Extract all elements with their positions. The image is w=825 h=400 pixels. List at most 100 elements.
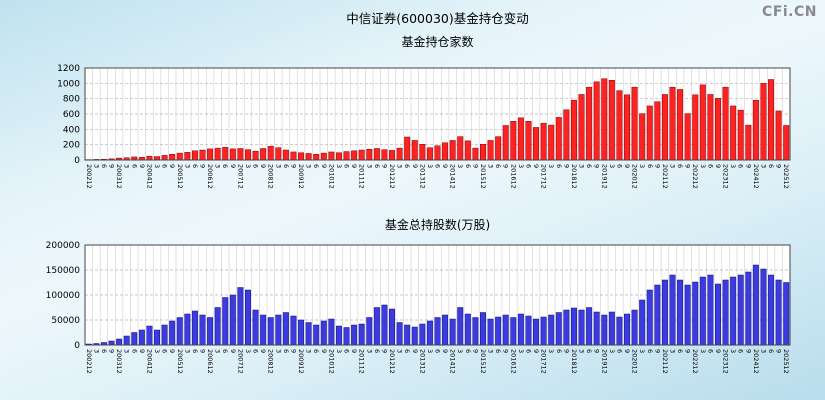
x-tick-label: 6 — [252, 349, 260, 353]
bar — [313, 324, 320, 346]
x-tick-label: 202512 — [782, 349, 790, 374]
x-tick-label: 9 — [623, 164, 631, 168]
x-tick-label: 6 — [434, 164, 442, 168]
x-tick-label: 201412 — [449, 349, 457, 374]
x-tick-label: 3 — [669, 164, 677, 168]
x-tick-label: 9 — [350, 349, 358, 353]
x-tick-label: 3 — [123, 164, 131, 168]
bar — [495, 316, 502, 346]
x-tick-label: 9 — [138, 164, 146, 168]
bar — [404, 324, 411, 346]
bar — [396, 322, 403, 346]
x-tick-label: 3 — [305, 164, 313, 168]
bar — [260, 148, 267, 161]
bar — [199, 149, 206, 161]
y-tick-label: 0 — [74, 156, 80, 166]
bar — [548, 314, 555, 346]
bar — [464, 140, 471, 161]
x-tick-label: 9 — [108, 164, 116, 168]
x-tick-label: 3 — [396, 349, 404, 353]
page-title: 中信证券(600030)基金持仓变动 — [346, 11, 529, 26]
x-tick-label: 201512 — [479, 164, 487, 189]
x-tick-label: 200612 — [206, 164, 214, 189]
x-tick-label: 3 — [335, 164, 343, 168]
bar — [237, 148, 244, 161]
bar — [396, 147, 403, 161]
bar — [116, 338, 123, 346]
bar — [161, 324, 168, 346]
bar — [426, 320, 433, 346]
bar — [335, 152, 342, 161]
bar — [555, 312, 562, 346]
x-tick-label: 9 — [380, 164, 388, 168]
bar — [298, 319, 305, 346]
bar — [131, 332, 138, 346]
bar — [752, 99, 759, 161]
x-tick-label: 3 — [153, 164, 161, 168]
x-tick-label: 3 — [669, 349, 677, 353]
x-tick-label: 3 — [396, 164, 404, 168]
bar — [775, 110, 782, 161]
bar — [176, 317, 183, 346]
bar — [419, 323, 426, 346]
bar — [692, 281, 699, 346]
bar — [389, 308, 396, 346]
bar — [229, 294, 236, 346]
bar — [480, 312, 486, 346]
bar — [222, 297, 229, 346]
x-tick-label: 9 — [623, 349, 631, 353]
x-tick-label: 202512 — [782, 164, 790, 189]
bar — [639, 113, 646, 161]
x-tick-label: 201012 — [327, 349, 335, 374]
x-tick-label: 201512 — [479, 349, 487, 374]
bar — [282, 312, 289, 346]
x-tick-label: 9 — [532, 349, 540, 353]
x-tick-label: 3 — [547, 164, 555, 168]
x-tick-label: 3 — [608, 164, 616, 168]
bar — [123, 335, 130, 346]
x-tick-label: 202212 — [691, 349, 699, 374]
y-tick-label: 200000 — [46, 241, 81, 251]
x-tick-label: 9 — [229, 349, 237, 353]
x-tick-label: 3 — [153, 349, 161, 353]
x-tick-label: 3 — [759, 349, 767, 353]
bar — [715, 283, 721, 346]
bar — [540, 122, 547, 161]
x-tick-label: 6 — [312, 349, 320, 353]
x-tick-label: 9 — [775, 164, 783, 168]
x-tick-label: 3 — [305, 349, 313, 353]
x-tick-label: 3 — [759, 164, 767, 168]
bar — [669, 86, 676, 161]
bar — [722, 86, 729, 161]
bar — [373, 307, 380, 346]
x-tick-label: 201012 — [327, 164, 335, 189]
bar — [677, 89, 684, 161]
x-tick-label: 3 — [517, 349, 525, 353]
bar — [161, 155, 168, 161]
x-tick-label: 9 — [411, 349, 419, 353]
x-tick-label: 3 — [244, 164, 252, 168]
x-tick-label: 6 — [403, 164, 411, 168]
plot-border — [84, 67, 791, 161]
x-tick-label: 6 — [403, 349, 411, 353]
bar — [207, 148, 214, 161]
bar — [624, 94, 630, 161]
x-tick-label: 3 — [426, 164, 434, 168]
bar — [214, 147, 221, 161]
x-tick-label: 200512 — [176, 164, 184, 189]
bar — [495, 136, 502, 161]
x-tick-label: 9 — [259, 349, 267, 353]
x-tick-label: 201912 — [600, 349, 608, 374]
x-tick-label: 202112 — [661, 349, 669, 374]
x-tick-label: 202212 — [691, 164, 699, 189]
x-tick-label: 6 — [161, 349, 169, 353]
x-tick-label: 3 — [274, 349, 282, 353]
x-tick-label: 201612 — [509, 164, 517, 189]
bar — [472, 317, 479, 346]
bar — [245, 149, 251, 161]
bar — [252, 150, 259, 161]
bar — [169, 320, 176, 346]
bar — [169, 154, 176, 161]
